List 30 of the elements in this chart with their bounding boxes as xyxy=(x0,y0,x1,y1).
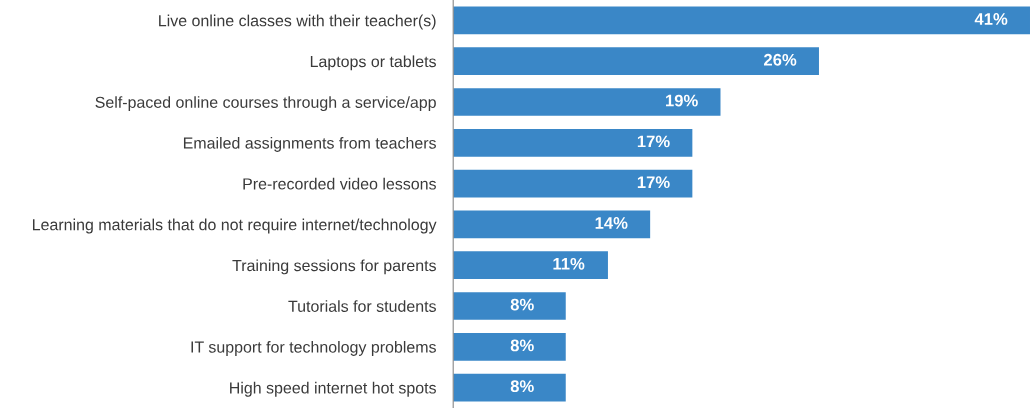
data-label: 17% xyxy=(637,135,670,148)
data-label: 11% xyxy=(553,257,585,270)
y-tick-label: Self-paced online courses through a service/app xyxy=(95,96,436,112)
bar xyxy=(453,332,566,361)
bar xyxy=(453,6,1030,35)
bar xyxy=(453,210,651,239)
y-tick-label: High speed internet hot spots xyxy=(230,381,436,397)
data-label: 8% xyxy=(510,298,534,311)
bar xyxy=(453,169,693,198)
bar xyxy=(453,292,566,320)
y-tick-label: Training sessions for parents xyxy=(232,259,436,275)
y-tick-label: Emailed assignments from teachers xyxy=(183,137,436,152)
data-label: 17% xyxy=(637,176,670,189)
bar xyxy=(453,47,819,76)
data-label: 26% xyxy=(764,53,797,66)
y-tick-label: IT support for technology problems xyxy=(191,341,436,356)
y-tick-label: Pre-recorded video lessons xyxy=(243,177,436,190)
data-label: 8% xyxy=(510,380,534,393)
bar xyxy=(453,128,693,157)
y-tick-label: Tutorials for students xyxy=(288,300,436,312)
data-label: 19% xyxy=(665,94,698,107)
bar xyxy=(453,88,721,116)
bar xyxy=(453,373,566,402)
y-tick-label: Laptops or tablets xyxy=(310,55,436,71)
y-tick-label: Learning materials that do not require internet/technology xyxy=(33,218,437,234)
data-label: 14% xyxy=(595,217,628,229)
bar xyxy=(453,251,608,280)
y-tick-label: Live online classes with their teacher(s) xyxy=(159,14,436,30)
data-label: 8% xyxy=(510,339,534,352)
data-label: 41% xyxy=(974,13,1008,25)
